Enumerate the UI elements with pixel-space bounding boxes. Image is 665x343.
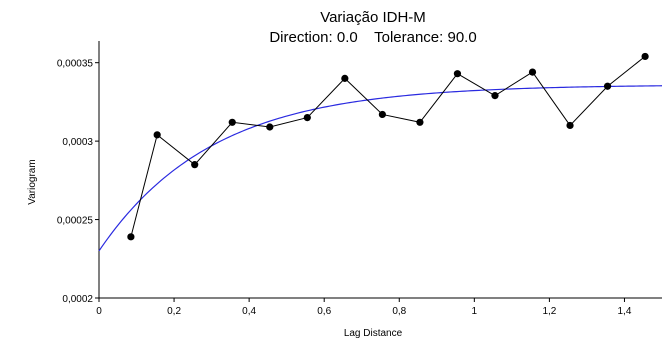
data-point (341, 74, 349, 82)
data-point (641, 52, 649, 61)
data-point (378, 110, 386, 119)
x-tick-label: 0,8 (392, 306, 406, 317)
data-point (191, 161, 199, 169)
y-tick-label: 0,0002 (62, 294, 93, 305)
x-tick-label: 0,4 (242, 306, 256, 317)
model-curve (98, 85, 663, 252)
experimental-line (130, 56, 646, 237)
y-axis-label: Variogram (27, 159, 38, 204)
data-point (603, 82, 612, 90)
x-tick-label: 0,2 (167, 306, 181, 317)
axes (98, 41, 662, 299)
y-tick-label: 0,0003 (62, 137, 93, 148)
x-tick-label: 1 (472, 306, 478, 317)
x-tick-label: 0 (96, 306, 102, 317)
chart-title: Variação IDH-M (320, 9, 426, 26)
data-point (153, 131, 161, 139)
experimental-series-group (127, 52, 649, 241)
data-point (491, 92, 499, 100)
data-point (416, 118, 424, 126)
data-point (228, 118, 236, 126)
data-point (266, 123, 274, 131)
x-tick-label: 1,4 (618, 306, 632, 317)
model-curve-group (98, 85, 663, 252)
data-point (528, 68, 537, 76)
data-point (303, 113, 311, 122)
ticks: 0 0,2 0,4 0,6 0,8 1 1,2 1,4 0,0002 0,00025 0,0003 0… (57, 59, 632, 317)
data-point (127, 233, 135, 241)
y-tick-label: 0,00035 (57, 59, 94, 70)
data-point (453, 70, 462, 78)
x-tick-label: 1,2 (542, 306, 556, 317)
x-axis-label: Lag Distance (344, 328, 403, 339)
chart-subtitle: Direction: 0.0 Tolerance: 90.0 (269, 29, 476, 46)
data-point (566, 121, 574, 130)
x-tick-label: 0,6 (317, 306, 331, 317)
y-tick-label: 0,00025 (57, 216, 94, 227)
